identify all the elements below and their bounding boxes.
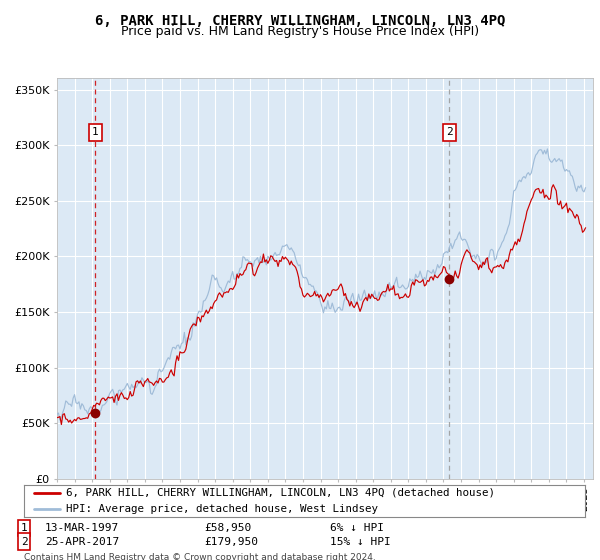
Text: 1: 1 (92, 128, 99, 137)
Text: 2: 2 (446, 128, 452, 137)
Text: £58,950: £58,950 (204, 523, 251, 533)
Text: £179,950: £179,950 (204, 536, 258, 547)
Text: 25-APR-2017: 25-APR-2017 (45, 536, 119, 547)
Text: Price paid vs. HM Land Registry's House Price Index (HPI): Price paid vs. HM Land Registry's House … (121, 25, 479, 38)
Text: 13-MAR-1997: 13-MAR-1997 (45, 523, 119, 533)
Text: Contains HM Land Registry data © Crown copyright and database right 2024.
This d: Contains HM Land Registry data © Crown c… (24, 553, 376, 560)
Text: 6, PARK HILL, CHERRY WILLINGHAM, LINCOLN, LN3 4PQ (detached house): 6, PARK HILL, CHERRY WILLINGHAM, LINCOLN… (66, 488, 495, 498)
Text: 6, PARK HILL, CHERRY WILLINGHAM, LINCOLN, LN3 4PQ: 6, PARK HILL, CHERRY WILLINGHAM, LINCOLN… (95, 14, 505, 28)
Text: 6% ↓ HPI: 6% ↓ HPI (330, 523, 384, 533)
Text: HPI: Average price, detached house, West Lindsey: HPI: Average price, detached house, West… (66, 504, 378, 514)
Text: 1: 1 (20, 523, 28, 533)
Text: 2: 2 (20, 536, 28, 547)
Text: 15% ↓ HPI: 15% ↓ HPI (330, 536, 391, 547)
